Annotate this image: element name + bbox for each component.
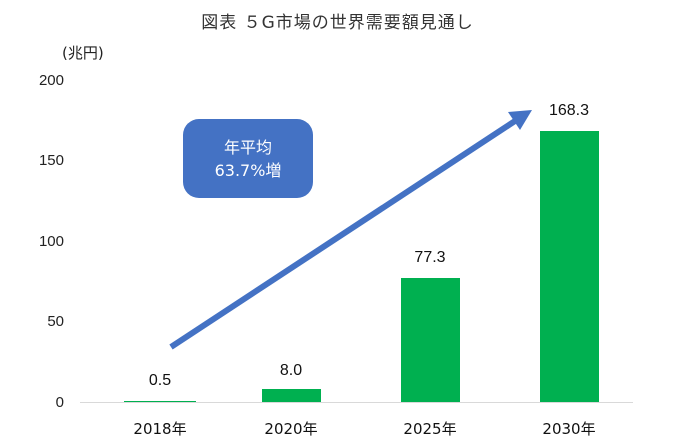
y-tick-200: 200 (38, 72, 64, 89)
x-label-2018: 2018年 (133, 420, 187, 438)
bar-2030 (540, 131, 599, 402)
bar-2020 (262, 389, 321, 402)
data-label-2020: 8.0 (279, 362, 303, 379)
y-tick-150: 150 (38, 152, 64, 169)
bar-2025 (401, 278, 460, 402)
x-label-2025: 2025年 (403, 420, 457, 438)
y-tick-0: 0 (55, 394, 64, 411)
data-label-2025: 77.3 (414, 249, 446, 266)
y-tick-100: 100 (38, 233, 64, 250)
callout-line1: 年平均 (223, 137, 272, 157)
data-label-2018: 0.5 (148, 372, 172, 389)
x-label-2030: 2030年 (542, 420, 596, 438)
x-label-2020: 2020年 (264, 420, 318, 438)
x-axis-line (80, 402, 633, 403)
data-label-2030: 168.3 (548, 102, 590, 119)
y-tick-50: 50 (47, 313, 64, 330)
y-axis-unit-label: (兆円) (62, 44, 104, 62)
callout-line2: 63.7%増 (214, 160, 282, 180)
chart-title: 図表 ５G市場の世界需要額見通し (201, 13, 474, 33)
growth-callout: 年平均 63.7%増 (183, 119, 313, 198)
